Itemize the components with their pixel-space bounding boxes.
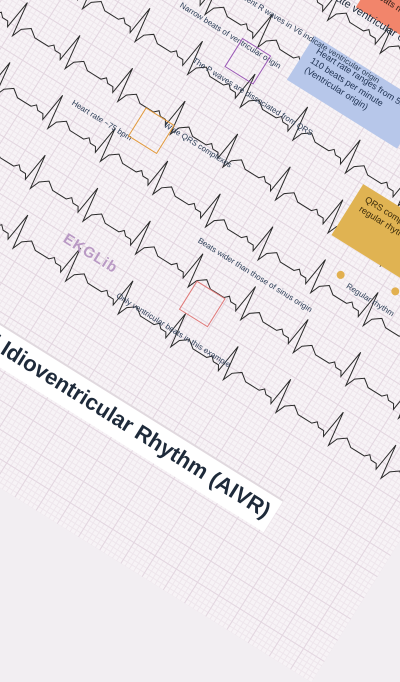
ecg-trace-line xyxy=(0,73,400,490)
ecg-trace-line xyxy=(0,0,400,370)
ecg-trace-line xyxy=(24,0,400,224)
ecg-trace-line xyxy=(0,22,400,430)
ecg-trace-line xyxy=(0,0,400,343)
ecg-trace-line xyxy=(0,124,400,550)
